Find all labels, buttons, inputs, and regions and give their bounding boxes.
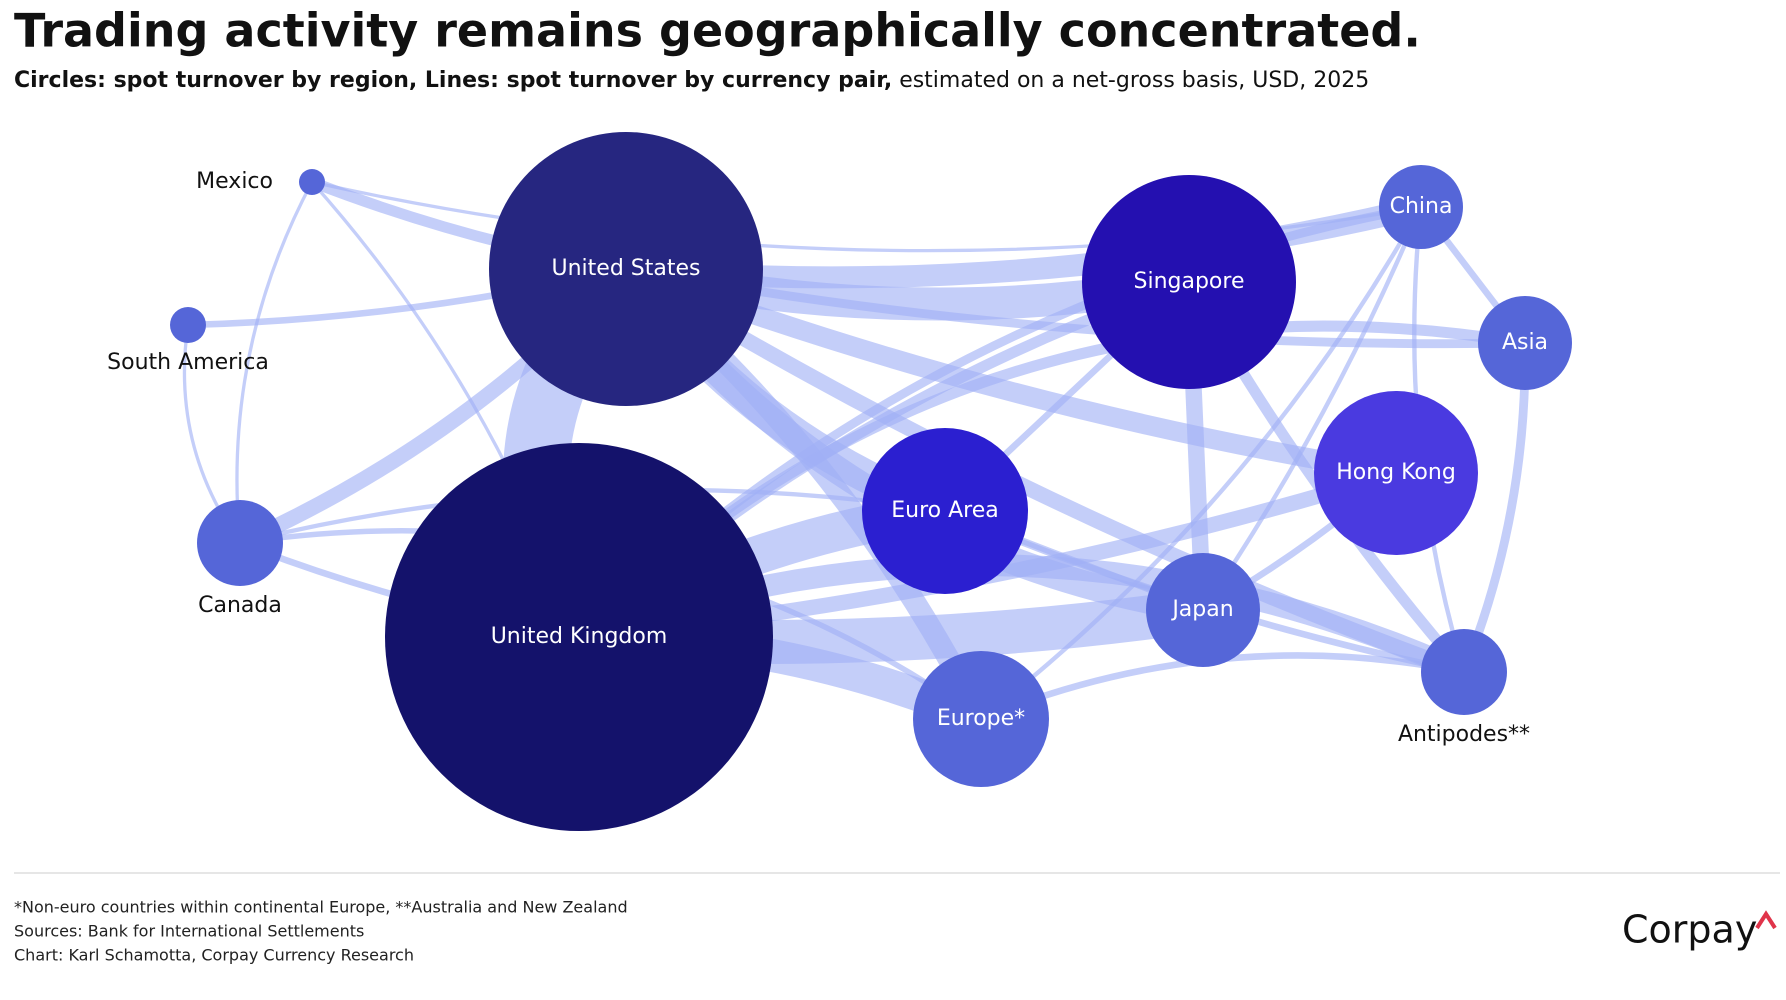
edge xyxy=(1201,206,1424,612)
node-label: China xyxy=(1390,194,1453,219)
node-label: Asia xyxy=(1502,330,1548,355)
edge xyxy=(235,181,314,544)
node-circle xyxy=(489,132,763,406)
node-label: Hong Kong xyxy=(1336,460,1456,485)
footnote: Chart: Karl Schamotta, Corpay Currency R… xyxy=(14,946,414,965)
footnote: Sources: Bank for International Settleme… xyxy=(14,922,364,941)
node-circle xyxy=(299,169,325,195)
title: Trading activity remains geographically … xyxy=(14,4,1421,58)
node-label: Antipodes** xyxy=(1398,722,1530,747)
node-circle xyxy=(913,651,1049,787)
node-label: United Kingdom xyxy=(491,624,668,649)
node-circle xyxy=(1314,391,1478,555)
node-label: United States xyxy=(552,256,701,281)
footnote: *Non-euro countries within continental E… xyxy=(14,898,628,917)
nodes: Mexico South America United States Canada Un… xyxy=(107,132,1572,831)
node-label: Euro Area xyxy=(891,498,999,523)
node-label: Canada xyxy=(198,593,282,618)
subtitle: Circles: spot turnover by region, Lines:… xyxy=(14,68,1369,93)
node-label: Japan xyxy=(1170,597,1233,622)
node-circle xyxy=(1421,629,1507,715)
node-circle xyxy=(197,500,283,586)
node-circle xyxy=(1146,553,1260,667)
node-circle xyxy=(385,443,773,831)
node-circle xyxy=(1478,296,1572,390)
subtitle-rest: estimated on a net-gross basis, USD, 202… xyxy=(899,68,1369,93)
node-circle xyxy=(862,428,1028,594)
node-label: South America xyxy=(107,350,269,375)
node-label: Mexico xyxy=(196,169,273,194)
node-circle xyxy=(1082,175,1296,389)
node-circle xyxy=(170,307,206,343)
node-label: Europe* xyxy=(937,706,1025,731)
subtitle-bold: Circles: spot turnover by region, Lines:… xyxy=(14,68,892,93)
logo-caret xyxy=(1755,910,1777,930)
logo: Corpay xyxy=(1622,908,1757,952)
node-circle xyxy=(1379,165,1463,249)
edge xyxy=(979,652,1465,723)
edge xyxy=(979,205,1423,721)
edge xyxy=(1459,342,1530,674)
node-label: Singapore xyxy=(1134,269,1245,294)
